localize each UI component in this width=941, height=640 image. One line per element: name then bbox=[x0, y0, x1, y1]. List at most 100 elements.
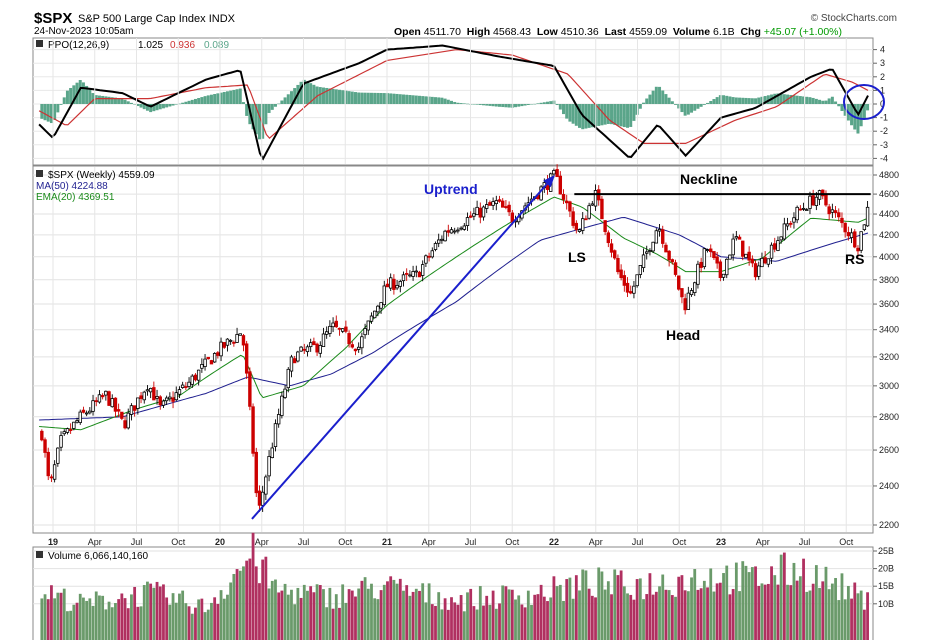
ppo-axis-label: 1 bbox=[880, 85, 885, 95]
ppo-histogram-bar bbox=[792, 95, 796, 104]
ppo-histogram-bar bbox=[120, 98, 124, 104]
ppo-histogram-bar bbox=[363, 92, 367, 104]
ppo-histogram-bar bbox=[818, 99, 822, 104]
ppo-histogram-bar bbox=[411, 95, 415, 104]
volume-bar bbox=[674, 596, 677, 640]
volume-bar bbox=[110, 607, 114, 640]
ppo-histogram-bar bbox=[302, 79, 306, 104]
volume-bar bbox=[750, 567, 754, 640]
volume-bar bbox=[139, 606, 143, 640]
ppo-histogram-bar bbox=[69, 87, 73, 104]
ppo-histogram-bar bbox=[225, 91, 229, 104]
candle-body bbox=[216, 352, 220, 356]
volume-bar bbox=[104, 609, 108, 640]
last-value: 4559.09 bbox=[629, 26, 668, 38]
candle-body bbox=[180, 384, 185, 389]
ppo-histogram-bar bbox=[446, 99, 450, 104]
ppo-histogram-bar bbox=[693, 104, 697, 111]
ppo-histogram-bar bbox=[433, 97, 437, 104]
ppo-histogram-bar bbox=[658, 86, 662, 104]
ppo-y-axis: 4 3 2 1 0 -1 -2 -3 -4 bbox=[873, 45, 888, 163]
volume-bar bbox=[453, 602, 457, 640]
candle-body bbox=[404, 273, 409, 275]
ppo-histogram-bar bbox=[514, 104, 518, 108]
volume-bar bbox=[776, 584, 780, 640]
volume-bar bbox=[498, 603, 501, 640]
volume-bar bbox=[651, 594, 655, 640]
candle-body bbox=[328, 325, 332, 334]
candle-body bbox=[565, 200, 569, 204]
ppo-histogram-bar bbox=[171, 104, 175, 106]
ppo-histogram-bar bbox=[530, 104, 534, 105]
ppo-histogram-bar bbox=[565, 104, 569, 119]
volume-bar bbox=[546, 601, 549, 640]
ppo-histogram-bar bbox=[616, 104, 620, 126]
candle-body bbox=[865, 206, 870, 227]
volume-bar bbox=[494, 608, 498, 640]
candle-body bbox=[837, 212, 841, 218]
candle-body bbox=[219, 341, 223, 357]
x-axis-label: Oct bbox=[839, 537, 854, 547]
ppo-histogram-bar bbox=[216, 93, 220, 104]
volume-bar bbox=[50, 585, 53, 640]
candle-body bbox=[625, 282, 630, 293]
candle-body bbox=[40, 430, 44, 441]
ppo-histogram-bar bbox=[683, 104, 687, 116]
volume-bar bbox=[837, 600, 841, 640]
ppo-histogram-bar bbox=[56, 104, 60, 113]
candle-body bbox=[414, 270, 418, 273]
candle-body bbox=[651, 241, 655, 252]
volume-bar bbox=[251, 532, 255, 640]
volume-bar bbox=[757, 585, 761, 640]
ppo-histogram-bar bbox=[136, 104, 140, 107]
ppo-histogram-bar bbox=[379, 93, 383, 104]
volume-bar bbox=[709, 568, 713, 640]
candle-body bbox=[84, 412, 89, 415]
candle-body bbox=[616, 258, 620, 273]
volume-bar bbox=[174, 602, 178, 640]
candle-body bbox=[497, 199, 502, 202]
ppo-histogram-bar bbox=[712, 99, 716, 104]
uptrend-line bbox=[251, 183, 548, 520]
ppo-histogram-bar bbox=[571, 104, 575, 124]
ppo-histogram-bar bbox=[181, 102, 185, 104]
candle-body bbox=[372, 310, 377, 319]
ohlc-summary: Open 4511.70 High 4568.43 Low 4510.36 La… bbox=[394, 26, 842, 38]
volume-bar bbox=[296, 587, 300, 640]
candle-body bbox=[629, 291, 633, 294]
ppo-histogram-bar bbox=[718, 95, 722, 104]
x-axis-label: Apr bbox=[756, 537, 770, 547]
candle-body bbox=[744, 253, 748, 259]
ppo-histogram-bar bbox=[440, 97, 444, 104]
candle-body bbox=[705, 249, 710, 251]
candle-body bbox=[862, 224, 867, 231]
volume-bar bbox=[235, 569, 239, 640]
volume-bar bbox=[277, 592, 281, 640]
left-shoulder-label: LS bbox=[568, 249, 586, 265]
ppo-legend-signal: 0.936 bbox=[170, 40, 195, 51]
chg-label: Chg bbox=[740, 26, 761, 38]
candle-body bbox=[574, 222, 579, 231]
ppo-histogram-bar bbox=[453, 101, 457, 104]
ppo-histogram-bar bbox=[699, 104, 703, 107]
volume-bar bbox=[610, 594, 613, 640]
volume-bar bbox=[350, 590, 354, 640]
volume-bar bbox=[171, 593, 175, 640]
ppo-histogram-bar bbox=[129, 102, 133, 104]
ppo-histogram-bar bbox=[376, 92, 380, 104]
volume-bar bbox=[338, 607, 341, 640]
volume-bar bbox=[827, 589, 831, 640]
volume-bar bbox=[440, 609, 444, 640]
volume-bar bbox=[834, 578, 837, 640]
volume-bar bbox=[75, 602, 79, 640]
volume-bar bbox=[62, 588, 66, 640]
volume-bar bbox=[309, 586, 313, 640]
ppo-histogram-bar bbox=[88, 89, 92, 104]
volume-bar bbox=[789, 585, 793, 640]
ppo-histogram-bar bbox=[709, 100, 713, 104]
x-axis-label: Jul bbox=[298, 537, 310, 547]
candle-body bbox=[469, 215, 473, 218]
volume-bar bbox=[280, 590, 284, 640]
volume-bar bbox=[770, 566, 773, 640]
